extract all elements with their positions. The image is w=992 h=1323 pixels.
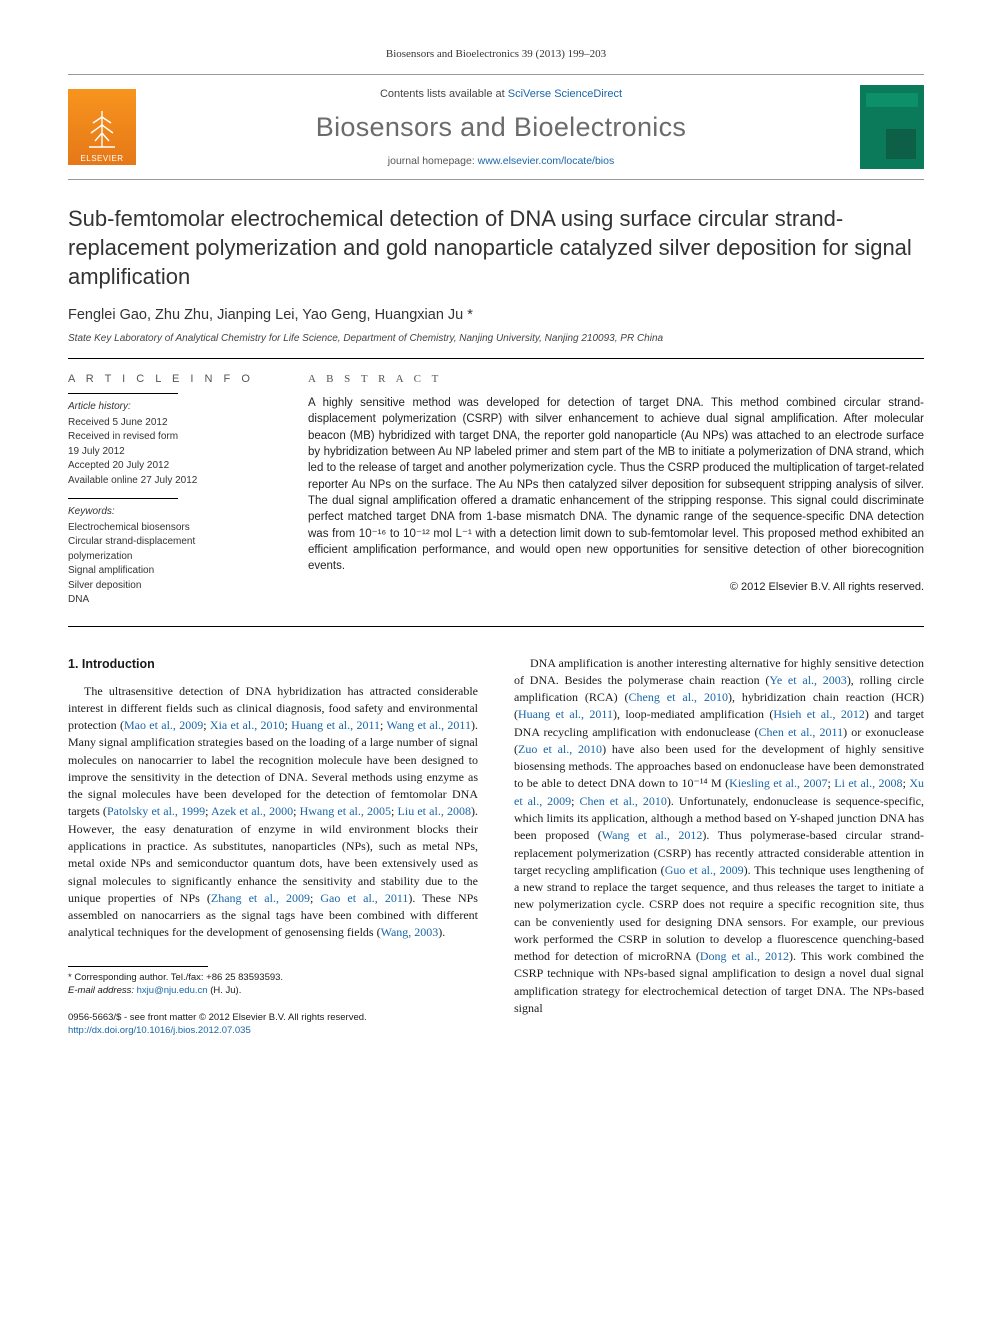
citation-link[interactable]: Patolsky et al., 1999 xyxy=(107,804,205,818)
citation-link[interactable]: Gao et al., 2011 xyxy=(320,891,408,905)
keyword: Signal amplification xyxy=(68,564,268,579)
section-1-heading: 1. Introduction xyxy=(68,655,478,673)
journal-name: Biosensors and Bioelectronics xyxy=(156,112,846,143)
citation-link[interactable]: Hsieh et al., 2012 xyxy=(773,707,864,721)
citation-link[interactable]: Zuo et al., 2010 xyxy=(518,742,602,756)
article-info-col: A R T I C L E I N F O Article history: R… xyxy=(68,373,268,608)
footnotes: * Corresponding author. Tel./fax: +86 25… xyxy=(68,960,478,998)
tree-icon xyxy=(83,107,121,151)
citation-link[interactable]: Huang et al., 2011 xyxy=(291,718,380,732)
rule-bottom xyxy=(68,626,924,627)
authors: Fenglei Gao, Zhu Zhu, Jianping Lei, Yao … xyxy=(68,307,924,323)
email-line: E-mail address: hxju@nju.edu.cn (H. Ju). xyxy=(68,984,478,997)
citation-link[interactable]: Ye et al., 2003 xyxy=(769,673,846,687)
meta-rule-2 xyxy=(68,498,178,499)
keywords-block: Keywords: Electrochemical biosensors Cir… xyxy=(68,505,268,608)
citation-link[interactable]: Wang, 2003 xyxy=(381,925,439,939)
citation-link[interactable]: Chen et al., 2010 xyxy=(579,794,666,808)
publisher-label: ELSEVIER xyxy=(80,154,123,163)
article-info-heading: A R T I C L E I N F O xyxy=(68,373,268,385)
citation-link[interactable]: Zhang et al., 2009 xyxy=(211,891,310,905)
intro-para-1: The ultrasensitive detection of DNA hybr… xyxy=(68,683,478,942)
keyword: Electrochemical biosensors xyxy=(68,521,268,536)
elsevier-logo: ELSEVIER xyxy=(68,89,136,165)
homepage-line: journal homepage: www.elsevier.com/locat… xyxy=(156,155,846,167)
sciencedirect-link[interactable]: SciVerse ScienceDirect xyxy=(508,88,622,100)
citation-link[interactable]: Mao et al., 2009 xyxy=(124,718,203,732)
abstract-col: A B S T R A C T A highly sensitive metho… xyxy=(308,373,924,608)
homepage-link[interactable]: www.elsevier.com/locate/bios xyxy=(478,155,615,167)
contents-line: Contents lists available at SciVerse Sci… xyxy=(156,88,846,100)
journal-cover-thumbnail xyxy=(860,85,924,169)
meta-rule-1 xyxy=(68,393,178,394)
citation-link[interactable]: Cheng et al., 2010 xyxy=(629,690,728,704)
history-line: 19 July 2012 xyxy=(68,445,268,460)
affiliation: State Key Laboratory of Analytical Chemi… xyxy=(68,333,924,344)
email-link[interactable]: hxju@nju.edu.cn xyxy=(137,985,208,996)
history-label: Article history: xyxy=(68,400,268,415)
citation-link[interactable]: Wang et al., 2012 xyxy=(602,828,703,842)
keywords-label: Keywords: xyxy=(68,505,268,520)
citation-link[interactable]: Liu et al., 2008 xyxy=(398,804,471,818)
homepage-prefix: journal homepage: xyxy=(388,155,478,167)
history-line: Received 5 June 2012 xyxy=(68,416,268,431)
abstract-heading: A B S T R A C T xyxy=(308,373,924,385)
citation-link[interactable]: Li et al., 2008 xyxy=(834,776,902,790)
citation-link[interactable]: Xia et al., 2010 xyxy=(210,718,285,732)
header-center: Contents lists available at SciVerse Sci… xyxy=(156,88,846,167)
article-title: Sub-femtomolar electrochemical detection… xyxy=(68,204,924,291)
meta-abstract-row: A R T I C L E I N F O Article history: R… xyxy=(68,359,924,626)
abstract-text: A highly sensitive method was developed … xyxy=(308,395,924,575)
citation-link[interactable]: Guo et al., 2009 xyxy=(665,863,744,877)
history-line: Received in revised form xyxy=(68,430,268,445)
citation-link[interactable]: Azek et al., 2000 xyxy=(211,804,293,818)
history-line: Available online 27 July 2012 xyxy=(68,474,268,489)
citation-link[interactable]: Kiesling et al., 2007 xyxy=(729,776,827,790)
keyword: Circular strand-displacement xyxy=(68,535,268,550)
doi-link[interactable]: http://dx.doi.org/10.1016/j.bios.2012.07… xyxy=(68,1024,478,1037)
issn-line: 0956-5663/$ - see front matter © 2012 El… xyxy=(68,1011,478,1024)
footnote-rule xyxy=(68,966,208,967)
header-citation: Biosensors and Bioelectronics 39 (2013) … xyxy=(68,48,924,60)
body-col-left: 1. Introduction The ultrasensitive detec… xyxy=(68,655,478,1038)
issn-block: 0956-5663/$ - see front matter © 2012 El… xyxy=(68,1011,478,1038)
citation-link[interactable]: Chen et al., 2011 xyxy=(759,725,844,739)
keyword: polymerization xyxy=(68,550,268,565)
body-col-right: DNA amplification is another interesting… xyxy=(514,655,924,1038)
citation-link[interactable]: Wang et al., 2011 xyxy=(386,718,471,732)
citation-link[interactable]: Dong et al., 2012 xyxy=(700,949,789,963)
corresponding-author: * Corresponding author. Tel./fax: +86 25… xyxy=(68,971,478,984)
history-line: Accepted 20 July 2012 xyxy=(68,459,268,474)
citation-link[interactable]: Hwang et al., 2005 xyxy=(300,804,391,818)
keyword: DNA xyxy=(68,593,268,608)
citation-link[interactable]: Huang et al., 2011 xyxy=(518,707,613,721)
header-bar: ELSEVIER Contents lists available at Sci… xyxy=(68,74,924,180)
abstract-copyright: © 2012 Elsevier B.V. All rights reserved… xyxy=(308,581,924,593)
article-history-block: Article history: Received 5 June 2012 Re… xyxy=(68,400,268,488)
keyword: Silver deposition xyxy=(68,579,268,594)
intro-para-2: DNA amplification is another interesting… xyxy=(514,655,924,1018)
body-columns: 1. Introduction The ultrasensitive detec… xyxy=(68,655,924,1038)
contents-prefix: Contents lists available at xyxy=(380,88,508,100)
